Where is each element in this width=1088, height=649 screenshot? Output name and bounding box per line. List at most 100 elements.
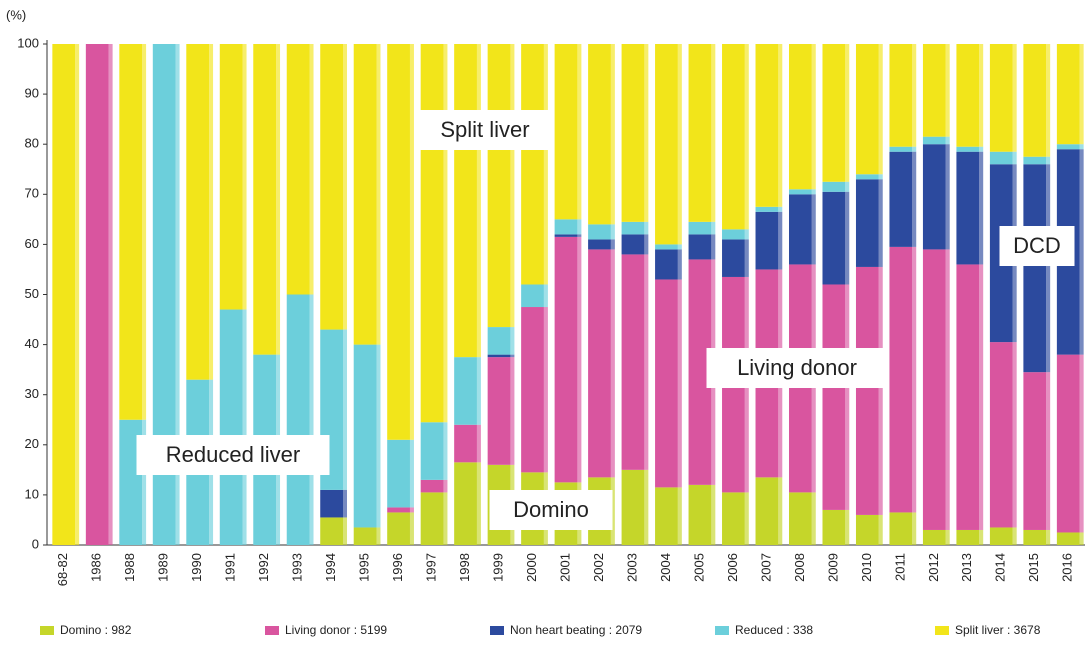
- bar-side: [1079, 144, 1084, 150]
- bar-segment: [889, 246, 913, 513]
- legend-swatch: [715, 626, 729, 635]
- bar-segment: [655, 244, 678, 250]
- bar-segment: [789, 194, 812, 265]
- bar-side: [543, 284, 548, 308]
- bar-segment: [889, 44, 913, 147]
- x-tick-label: 1999: [490, 553, 505, 582]
- bar-side: [878, 266, 883, 515]
- legend-label: Non heart beating : 2079: [510, 623, 642, 637]
- bar-side: [610, 44, 615, 225]
- bar-side: [711, 234, 716, 260]
- bar-segment: [855, 44, 879, 175]
- x-tick-label: 1988: [122, 553, 137, 582]
- bar-side: [276, 44, 281, 355]
- bar-segment: [253, 44, 277, 355]
- bar-side: [142, 419, 147, 545]
- bar-side: [744, 492, 749, 545]
- bar-segment: [889, 146, 913, 152]
- bar-segment: [722, 492, 745, 545]
- bar-side: [945, 249, 950, 530]
- bar-side: [108, 44, 113, 545]
- bar-segment: [588, 44, 611, 225]
- bar-segment: [1056, 44, 1080, 145]
- x-tick-label: 2002: [591, 553, 606, 582]
- bar-segment: [1023, 164, 1047, 373]
- bar-segment: [52, 44, 76, 545]
- bar-side: [342, 489, 347, 518]
- bar-segment: [487, 354, 511, 358]
- x-tick-label: 1995: [357, 553, 372, 582]
- bar-segment: [889, 512, 913, 545]
- x-tick-label: 1994: [323, 553, 338, 582]
- bar-segment: [521, 284, 544, 308]
- y-tick-label: 10: [25, 486, 39, 501]
- bar-segment: [755, 211, 779, 270]
- bar-side: [945, 529, 950, 545]
- bar-side: [912, 151, 917, 247]
- bar-segment: [420, 422, 444, 480]
- legend-swatch: [490, 626, 504, 635]
- bar-side: [979, 151, 984, 265]
- bar-segment: [387, 507, 410, 513]
- bar-segment: [554, 234, 578, 237]
- bar-segment: [621, 44, 645, 222]
- bar-segment: [688, 259, 712, 485]
- annotation: Living donor: [737, 355, 857, 380]
- bar-segment: [989, 151, 1013, 165]
- bar-segment: [420, 479, 444, 493]
- y-tick-label: 90: [25, 86, 39, 101]
- bar-segment: [487, 357, 511, 465]
- bar-side: [778, 211, 783, 270]
- bar-side: [912, 146, 917, 152]
- bar-segment: [688, 234, 712, 260]
- bar-segment: [454, 424, 477, 463]
- bar-side: [342, 517, 347, 545]
- bar-side: [443, 422, 448, 480]
- y-tick-label: 60: [25, 236, 39, 251]
- x-tick-label: 2014: [993, 553, 1008, 582]
- legend-label: Domino : 982: [60, 623, 132, 637]
- bar-side: [744, 229, 749, 240]
- bar-segment: [1056, 354, 1080, 533]
- bar-side: [979, 264, 984, 530]
- bar-segment: [487, 327, 511, 355]
- bar-segment: [454, 44, 477, 358]
- bar-side: [644, 234, 649, 255]
- bar-side: [778, 206, 783, 212]
- bar-segment: [755, 477, 779, 545]
- bar-side: [476, 357, 481, 425]
- annotation: Split liver: [440, 117, 529, 142]
- bar-segment: [353, 44, 377, 345]
- x-tick-label: 2003: [624, 553, 639, 582]
- bar-segment: [554, 44, 578, 220]
- x-tick-label: 2001: [557, 553, 572, 582]
- x-tick-label: 2004: [658, 553, 673, 582]
- bar-side: [845, 509, 850, 545]
- bar-side: [610, 477, 615, 545]
- bar-segment: [722, 239, 745, 277]
- bar-segment: [621, 234, 645, 255]
- bar-segment: [420, 44, 444, 423]
- bar-segment: [956, 146, 980, 152]
- legend-label: Living donor : 5199: [285, 623, 387, 637]
- bar-side: [644, 469, 649, 545]
- bar-segment: [722, 44, 745, 230]
- bar-side: [409, 507, 414, 513]
- bar-segment: [420, 492, 444, 545]
- legend-label: Split liver : 3678: [955, 623, 1041, 637]
- bar-side: [711, 484, 716, 545]
- bar-side: [242, 309, 247, 545]
- y-tick-label: 40: [25, 336, 39, 351]
- bar-side: [376, 344, 381, 528]
- bar-side: [945, 44, 950, 137]
- bar-segment: [320, 44, 343, 330]
- bar-segment: [855, 266, 879, 515]
- x-tick-label: 2010: [859, 553, 874, 582]
- bar-side: [543, 307, 548, 473]
- bar-side: [744, 44, 749, 230]
- bar-segment: [956, 529, 980, 545]
- bar-side: [677, 44, 682, 245]
- bar-side: [175, 44, 180, 545]
- bar-segment: [922, 44, 946, 137]
- annotation-box: [999, 226, 1075, 266]
